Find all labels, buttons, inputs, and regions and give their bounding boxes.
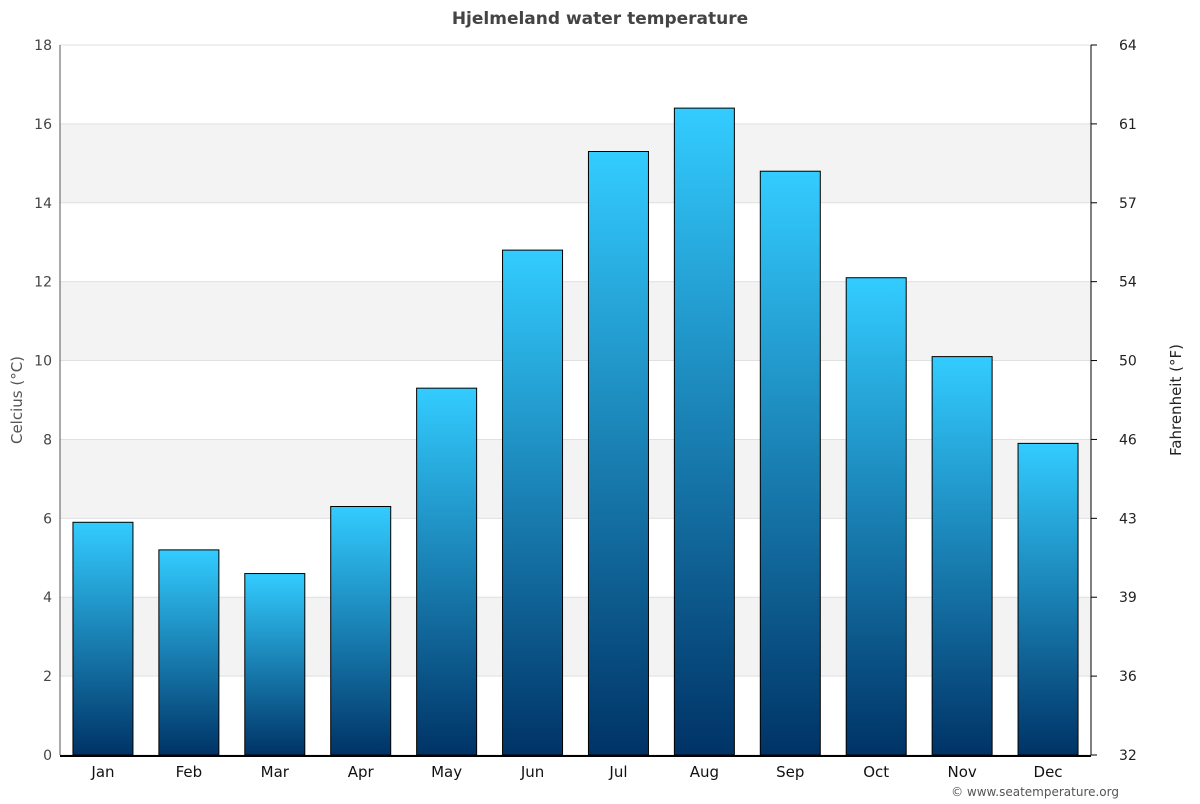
- x-tick-label: Jun: [520, 763, 544, 781]
- y-tick-label: 16: [34, 117, 52, 133]
- y-tick-label: 0: [43, 748, 52, 764]
- bar-jan: [72, 521, 134, 756]
- chart-title: Hjelmeland water temperature: [452, 9, 748, 29]
- grid-band: [60, 281, 1091, 361]
- bar-jun: [502, 249, 564, 756]
- y-tick-label: 8: [43, 432, 52, 448]
- y-axis-label: Celcius (°C): [8, 356, 26, 444]
- grid-band: [60, 439, 1091, 519]
- grid-band: [60, 123, 1091, 203]
- x-tick-label: Apr: [348, 763, 375, 781]
- x-tick-label: Feb: [176, 763, 203, 781]
- y2-tick-label: 32: [1119, 748, 1137, 764]
- x-tick-label: Oct: [863, 763, 889, 781]
- x-tick-label: Dec: [1034, 763, 1063, 781]
- y-tick-label: 10: [34, 354, 52, 370]
- y2-tick-label: 57: [1119, 196, 1137, 212]
- y-tick-label: 2: [43, 669, 52, 685]
- x-tick-label: May: [431, 763, 462, 781]
- y2-tick-label: 61: [1119, 117, 1137, 133]
- y-tick-label: 6: [43, 511, 52, 527]
- grid-band: [60, 597, 1091, 677]
- bar-mar: [244, 573, 306, 756]
- y2-tick-label: 43: [1119, 511, 1137, 527]
- y2-axis-label: Fahrenheit (°F): [1167, 344, 1185, 456]
- y-tick-label: 18: [34, 38, 52, 54]
- credit[interactable]: © www.seatemperature.org: [951, 785, 1119, 799]
- bar-aug: [673, 107, 735, 756]
- bar-oct: [845, 277, 907, 756]
- y2-tick-label: 36: [1119, 669, 1137, 685]
- y-tick-label: 12: [34, 275, 52, 291]
- y2-tick-label: 64: [1119, 38, 1137, 54]
- bar-nov: [931, 356, 993, 756]
- bar-dec: [1017, 442, 1079, 756]
- y2-tick-label: 50: [1119, 354, 1137, 370]
- x-tick-label: Jan: [90, 763, 114, 781]
- bar-may: [416, 387, 478, 756]
- bar-feb: [158, 549, 220, 756]
- x-tick-label: Jul: [608, 763, 627, 781]
- y2-tick-label: 54: [1119, 275, 1137, 291]
- x-tick-label: Aug: [690, 763, 719, 781]
- x-tick-label: Sep: [776, 763, 804, 781]
- y-tick-label: 14: [34, 196, 52, 212]
- y-tick-label: 4: [43, 590, 52, 606]
- bar-sep: [759, 170, 821, 756]
- y2-tick-label: 39: [1119, 590, 1137, 606]
- x-tick-label: Nov: [947, 763, 976, 781]
- x-tick-label: Mar: [261, 763, 290, 781]
- bar-apr: [330, 506, 392, 756]
- bar-jul: [587, 151, 649, 756]
- y2-tick-label: 46: [1119, 432, 1137, 448]
